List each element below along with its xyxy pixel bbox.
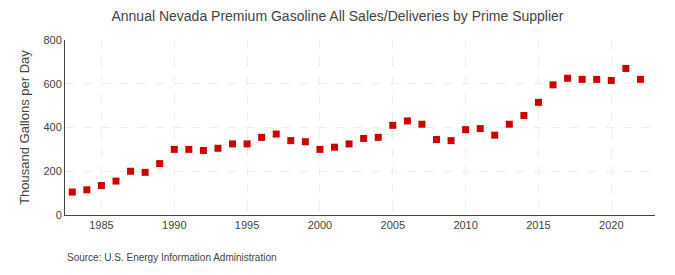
svg-text:0: 0	[56, 209, 62, 221]
svg-text:1990: 1990	[162, 219, 186, 231]
svg-text:2015: 2015	[526, 219, 550, 231]
svg-text:Annual Nevada Premium Gasoline: Annual Nevada Premium Gasoline All Sales…	[111, 8, 563, 24]
svg-text:800: 800	[43, 34, 61, 46]
svg-text:Source: U.S. Energy Informatio: Source: U.S. Energy Information Administ…	[67, 252, 277, 263]
svg-text:2005: 2005	[381, 219, 405, 231]
svg-text:2010: 2010	[453, 219, 477, 231]
svg-text:1985: 1985	[89, 219, 113, 231]
svg-text:1995: 1995	[235, 219, 259, 231]
svg-text:200: 200	[43, 165, 61, 177]
svg-text:400: 400	[43, 121, 61, 133]
svg-text:Thousand Gallons per Day: Thousand Gallons per Day	[17, 50, 32, 205]
svg-text:2000: 2000	[308, 219, 332, 231]
svg-text:600: 600	[43, 78, 61, 90]
svg-text:2020: 2020	[599, 219, 623, 231]
